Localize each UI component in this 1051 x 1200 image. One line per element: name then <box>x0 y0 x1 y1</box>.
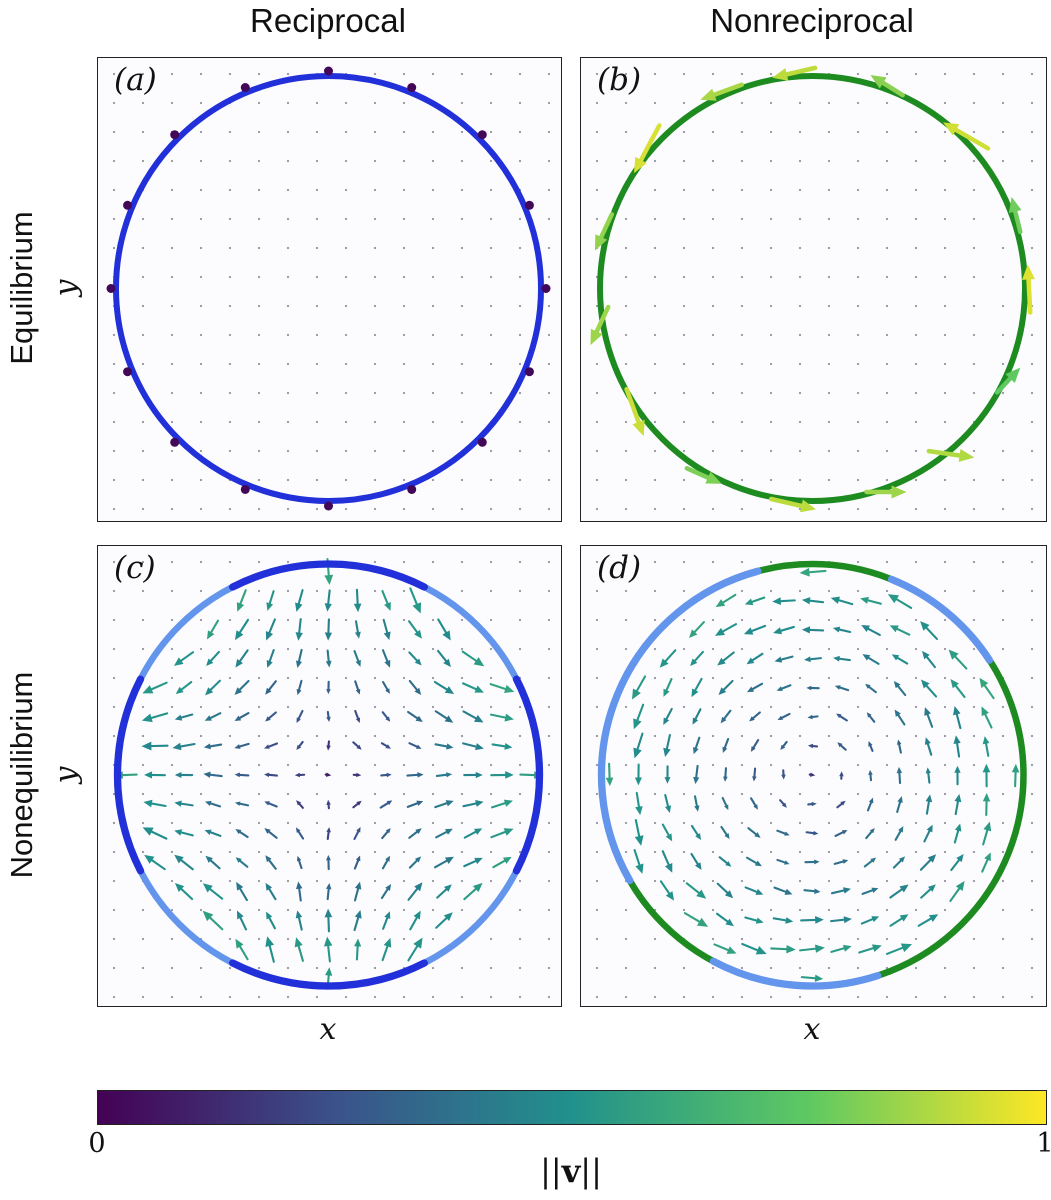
panel-label-a: (a) <box>114 62 157 98</box>
panel-label-c: (c) <box>114 550 156 586</box>
colorbar-tick-max: 1 <box>1036 1128 1051 1159</box>
panel-c-plot <box>112 558 551 999</box>
panel-d: (d) <box>580 545 1047 1007</box>
colorbar-label-prefix: || <box>540 1152 562 1190</box>
colorbar-label-suffix: || <box>580 1152 602 1190</box>
y-axis-label-top-row: y <box>48 279 84 297</box>
y-axis-label-bottom-row: y <box>48 766 84 784</box>
panel-c: (c) <box>97 545 562 1007</box>
panel-a: (a) <box>97 57 562 522</box>
panel-a-plot <box>106 66 551 511</box>
panel-b: (b) <box>580 57 1047 522</box>
x-axis-label-left-column: x <box>319 1012 337 1047</box>
row-label-equilibrium: Equilibrium <box>4 211 39 365</box>
x-axis-label-right-column: x <box>803 1012 821 1047</box>
colorbar-label-v: v <box>561 1152 581 1190</box>
colorbar-tick-min: 0 <box>88 1128 106 1159</box>
panel-label-d: (d) <box>597 550 642 586</box>
panel-b-plot <box>590 65 1036 513</box>
column-title-reciprocal: Reciprocal <box>250 2 406 39</box>
panel-label-b: (b) <box>597 62 642 98</box>
colorbar <box>97 1090 1047 1125</box>
row-label-nonequilibrium: Nonequilibrium <box>4 671 39 879</box>
colorbar-label: ||v|| <box>540 1152 602 1190</box>
column-title-nonreciprocal: Nonreciprocal <box>710 2 914 39</box>
panel-d-plot <box>595 560 1034 999</box>
